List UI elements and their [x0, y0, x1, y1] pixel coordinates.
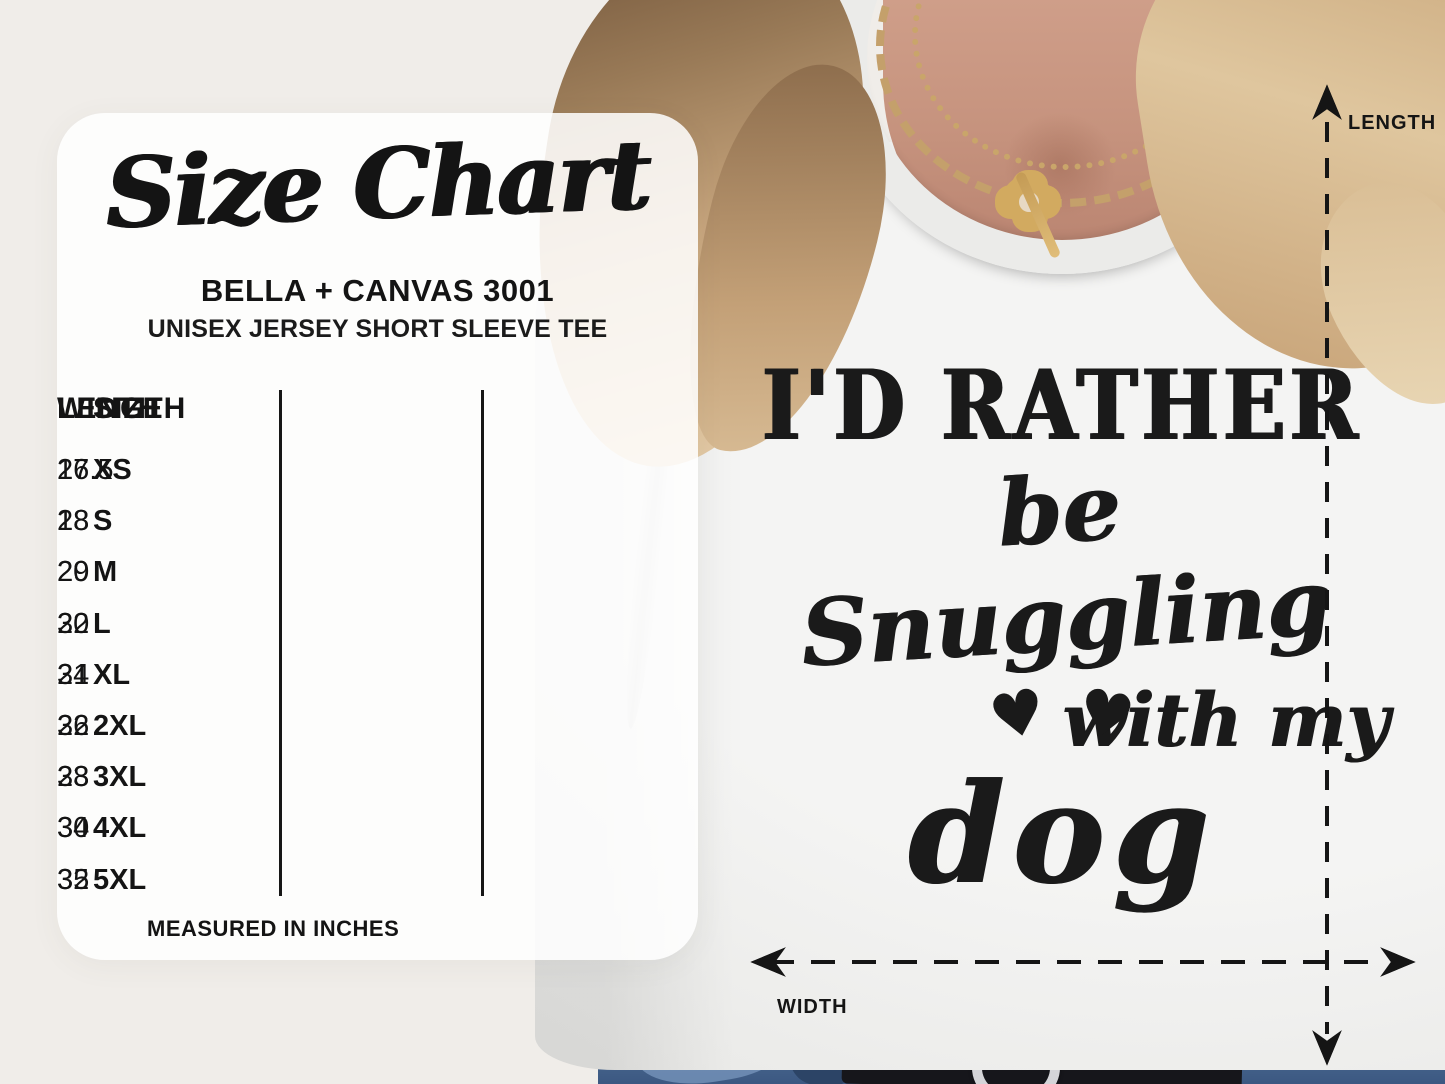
width-label: WIDTH	[777, 996, 848, 1018]
cell-length: 33	[57, 761, 90, 794]
column-header-size: SIZE	[93, 392, 164, 425]
heart-icon: ♥	[983, 673, 1053, 756]
cell-width: 24	[57, 658, 90, 691]
cell-size: XL	[93, 658, 131, 691]
width-measure-dashed-line	[770, 960, 1382, 964]
card-footnote: MEASURED IN INCHES	[147, 916, 400, 941]
table-divider	[279, 390, 282, 896]
tshirt-graphic: I'D RATHER be Snuggling ♥ with my ♥ dog	[728, 349, 1396, 915]
column-header-length: LENGTH	[57, 392, 187, 425]
graphic-with-my-text: with my	[1062, 678, 1389, 764]
cell-width: 32	[57, 863, 90, 896]
graphic-line-id-rather: I'D RATHER	[762, 349, 1362, 463]
cell-size: S	[93, 505, 113, 538]
cell-width: 20	[57, 556, 90, 589]
cell-length: 32	[57, 710, 90, 743]
cell-size: M	[93, 556, 118, 589]
graphic-line-dog: dog	[907, 752, 1217, 915]
cell-width: 28	[57, 761, 90, 794]
cell-size: 3XL	[93, 761, 147, 794]
table-row: XL 24 31	[57, 650, 698, 701]
cell-length: 35	[57, 863, 90, 896]
table-divider	[481, 390, 484, 896]
cell-length: 27	[57, 454, 90, 487]
card-title: Size Chart	[103, 117, 652, 251]
size-chart-card: Size Chart BELLA + CANVAS 3001 UNISEX JE…	[57, 113, 698, 960]
cell-size: L	[93, 607, 111, 640]
cell-size: 5XL	[93, 863, 147, 896]
cell-width: 22	[57, 607, 90, 640]
cell-width: 16.5	[57, 454, 114, 487]
cell-size: XS	[93, 454, 132, 487]
size-table-body: XS 16.5 27 S 18 28 M 20 29 L 22 30 XL 24	[57, 445, 698, 905]
table-row: XS 16.5 27	[57, 445, 698, 496]
length-label: LENGTH	[1348, 112, 1437, 134]
cell-length: 30	[57, 607, 90, 640]
cell-size: 4XL	[93, 812, 147, 845]
table-row: S 18 28	[57, 496, 698, 547]
card-subtitle: UNISEX JERSEY SHORT SLEEVE TEE	[147, 315, 608, 343]
cell-width: 30	[57, 812, 90, 845]
cell-width: 18	[57, 505, 90, 538]
size-table-header: SIZE WIDTH LENGTH	[57, 389, 698, 429]
length-measure-dashed-line	[1325, 122, 1329, 1034]
table-row: 2XL 26 32	[57, 701, 698, 752]
table-row: M 20 29	[57, 547, 698, 598]
cell-length: 31	[57, 658, 90, 691]
graphic-line-with-my: ♥ with my ♥	[728, 673, 1396, 766]
table-row: 3XL 28 33	[57, 752, 698, 803]
cell-width: 26	[57, 710, 90, 743]
column-header-width: WIDTH	[57, 392, 161, 425]
card-brand: BELLA + CANVAS 3001	[200, 273, 555, 308]
cell-length: 34	[57, 812, 90, 845]
table-row: 4XL 30 34	[57, 803, 698, 854]
cell-size: 2XL	[93, 710, 147, 743]
cell-length: 29	[57, 556, 90, 589]
graphic-line-be-snuggling: be Snuggling	[797, 452, 1334, 688]
cell-length: 28	[57, 505, 90, 538]
table-row: L 22 30	[57, 599, 698, 650]
table-row: 5XL 32 35	[57, 855, 698, 906]
